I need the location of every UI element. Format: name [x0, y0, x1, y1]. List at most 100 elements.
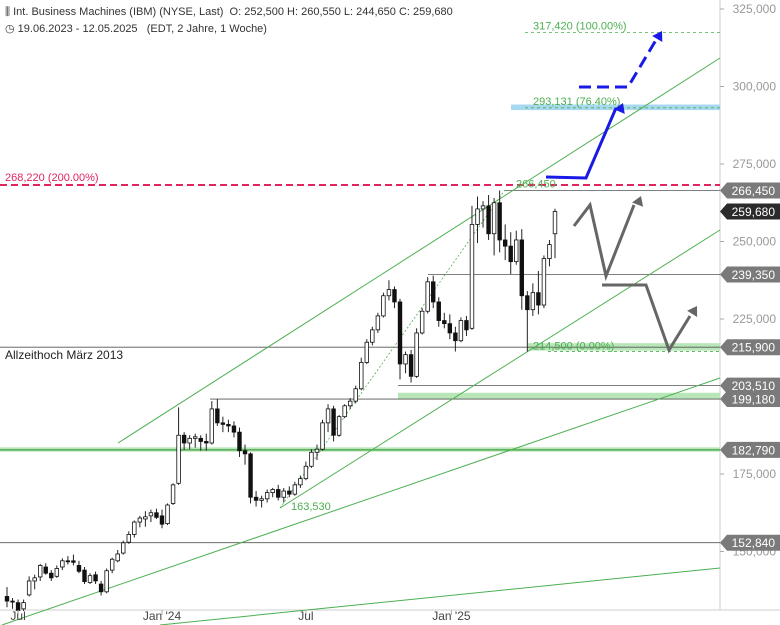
candle-body: [342, 405, 347, 418]
x-tick-label-0: Jul: [10, 609, 25, 623]
candle-body: [121, 542, 126, 554]
candle-body: [480, 205, 486, 210]
candle-body: [237, 431, 242, 452]
candle-body: [26, 580, 32, 596]
candle-body: [259, 498, 264, 501]
candle-body: [242, 450, 248, 455]
low-label: 163,530: [291, 501, 331, 513]
fib-label-2: 266,450: [516, 179, 556, 191]
candle-body: [514, 239, 519, 263]
fib-anchor-line: [279, 189, 506, 509]
level-label-2: Allzeithoch März 2013: [5, 348, 123, 362]
gray-forecast-arrow-1: [572, 201, 636, 282]
zone-0: [511, 104, 720, 111]
y-tick-label-3: 250,000: [733, 235, 777, 249]
clock-icon: ◷: [5, 23, 15, 35]
candle-body: [536, 292, 541, 306]
blue-dashed-arrowhead: [652, 31, 663, 42]
candle-body: [414, 332, 419, 377]
candle-body: [287, 490, 292, 495]
candle-body: [21, 602, 26, 610]
candle-body: [65, 560, 71, 563]
candle-body: [364, 341, 369, 363]
chart-subtitle: ◷ 19.06.2023 - 12.05.2025 (EDT, 2 Jahre,…: [5, 22, 267, 35]
price-badge-1: [720, 203, 780, 220]
gray-forecast-arrow-2: [602, 283, 692, 354]
y-tick-label-2: 275,000: [733, 157, 777, 171]
candle-body: [403, 354, 408, 365]
candle-body: [381, 295, 386, 317]
price-badge-3: [720, 339, 780, 356]
candle-body: [552, 211, 558, 235]
candle-body: [220, 422, 226, 425]
candle-body: [126, 534, 131, 543]
candle-body: [502, 239, 508, 247]
candle-body: [32, 577, 37, 582]
candle-body: [154, 512, 159, 518]
candle-body: [486, 205, 491, 235]
price-badge-label-2: 239,350: [732, 268, 776, 282]
candle-body: [464, 320, 469, 331]
candle-body: [359, 361, 364, 390]
candle-body: [170, 484, 176, 504]
candle-body: [93, 574, 98, 582]
candle-body: [436, 301, 441, 321]
candle-body: [231, 425, 237, 433]
candle-body: [298, 478, 303, 486]
candle-body: [392, 289, 397, 303]
price-badge-label-5: 199,180: [732, 393, 776, 407]
candle-body: [530, 292, 536, 311]
price-badge-4: [720, 377, 780, 394]
candle-body: [276, 489, 281, 498]
candle-body: [547, 244, 552, 259]
candle-body: [159, 515, 165, 525]
fib-label-0: 317,420 (100.00%): [533, 20, 627, 32]
fib-label-1: 293,131 (76.40%): [533, 96, 620, 108]
candle-body: [10, 600, 15, 603]
candle-body: [60, 560, 65, 568]
candle-body: [209, 408, 215, 444]
candle-body: [292, 484, 298, 495]
chart-title: ⫼ Int. Business Machines (IBM) (NYSE, La…: [5, 6, 453, 19]
x-tick-label-3: Jan '25: [432, 609, 471, 623]
x-tick-label-1: Jan '24: [143, 609, 182, 623]
candle-body: [314, 448, 320, 453]
price-badge-2: [720, 266, 780, 283]
candle-body: [98, 583, 104, 593]
candle-body: [431, 281, 436, 303]
candle-body: [181, 434, 187, 444]
x-tick-label-2: Jul: [298, 609, 313, 623]
candle-body: [469, 224, 475, 329]
instrument-name: Int. Business Machines (IBM) (NYSE, Last…: [13, 6, 224, 18]
trend-line-2: [1, 377, 721, 625]
candle-body: [248, 453, 253, 498]
candle-body: [204, 441, 209, 444]
y-tick-label-4: 225,000: [733, 312, 777, 326]
candle-body: [525, 295, 530, 311]
candle-body: [419, 310, 425, 334]
candle-body: [309, 451, 314, 467]
blue-forecast-arrow: [545, 107, 618, 180]
gray-forecast-arrowhead-2: [687, 306, 698, 317]
candle-body: [425, 281, 430, 312]
candle-body: [497, 202, 502, 241]
trend-line-3: [159, 567, 721, 625]
candle-body: [132, 521, 137, 535]
candle-body: [370, 329, 375, 343]
candle-body: [215, 408, 220, 424]
candlestick-icon: ⫼: [5, 6, 11, 18]
candle-body: [226, 423, 231, 427]
candle-body: [303, 465, 309, 480]
price-badge-label-4: 203,510: [732, 379, 776, 393]
candle-body: [408, 354, 414, 377]
zone-2: [398, 392, 720, 399]
candle-body: [281, 490, 286, 498]
candle-body: [193, 436, 198, 439]
trend-line-1: [279, 229, 721, 509]
candle-body: [519, 239, 524, 297]
ohlc-values: O: 252,500 H: 260,550 L: 244,650 C: 259,…: [229, 6, 453, 18]
candle-body: [347, 400, 353, 407]
candle-body: [386, 289, 392, 297]
price-badge-0: [720, 182, 780, 199]
